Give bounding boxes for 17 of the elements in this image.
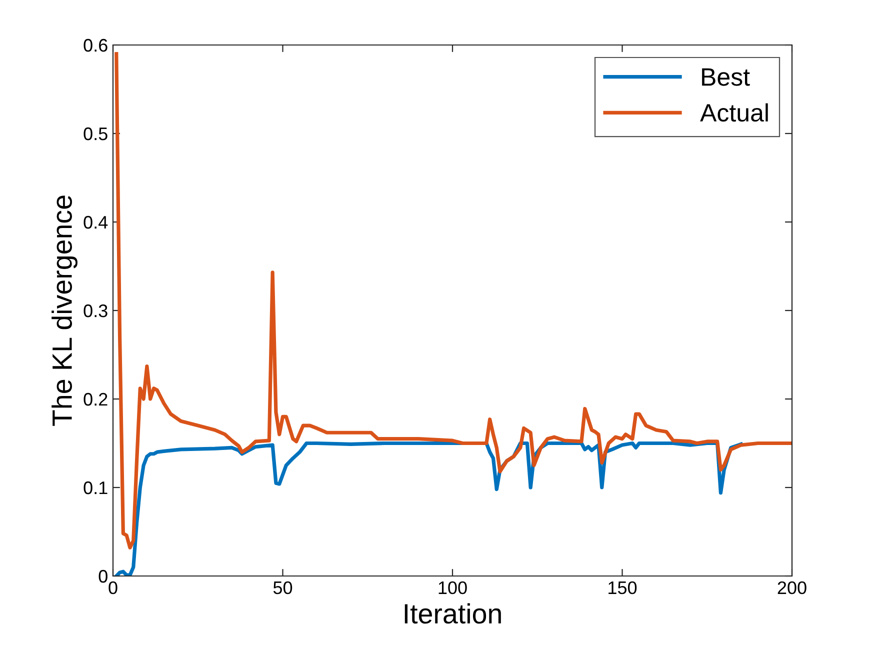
y-tick-label: 0.4 [84, 216, 108, 229]
y-tick-label: 0.5 [84, 127, 108, 140]
y-tick-label: 0.1 [84, 481, 108, 494]
x-tick-label: 200 [778, 581, 806, 594]
x-tick-label: 100 [438, 581, 467, 594]
x-tick-label: 0 [108, 581, 118, 594]
line-series [114, 52, 792, 550]
legend-label: Best [702, 68, 750, 86]
x-axis-title: Iteration [404, 603, 501, 624]
x-tick-label: 50 [273, 581, 292, 594]
y-tick-label: 0.2 [84, 392, 108, 406]
y-tick-label: 0.3 [84, 304, 108, 318]
y-tick-label: 0.6 [84, 38, 108, 52]
x-tick-label: 150 [608, 581, 637, 594]
legend-label: Actual [700, 103, 768, 122]
y-tick-label: 0 [98, 570, 108, 583]
y-axis-title: The KL divergence [52, 196, 78, 426]
